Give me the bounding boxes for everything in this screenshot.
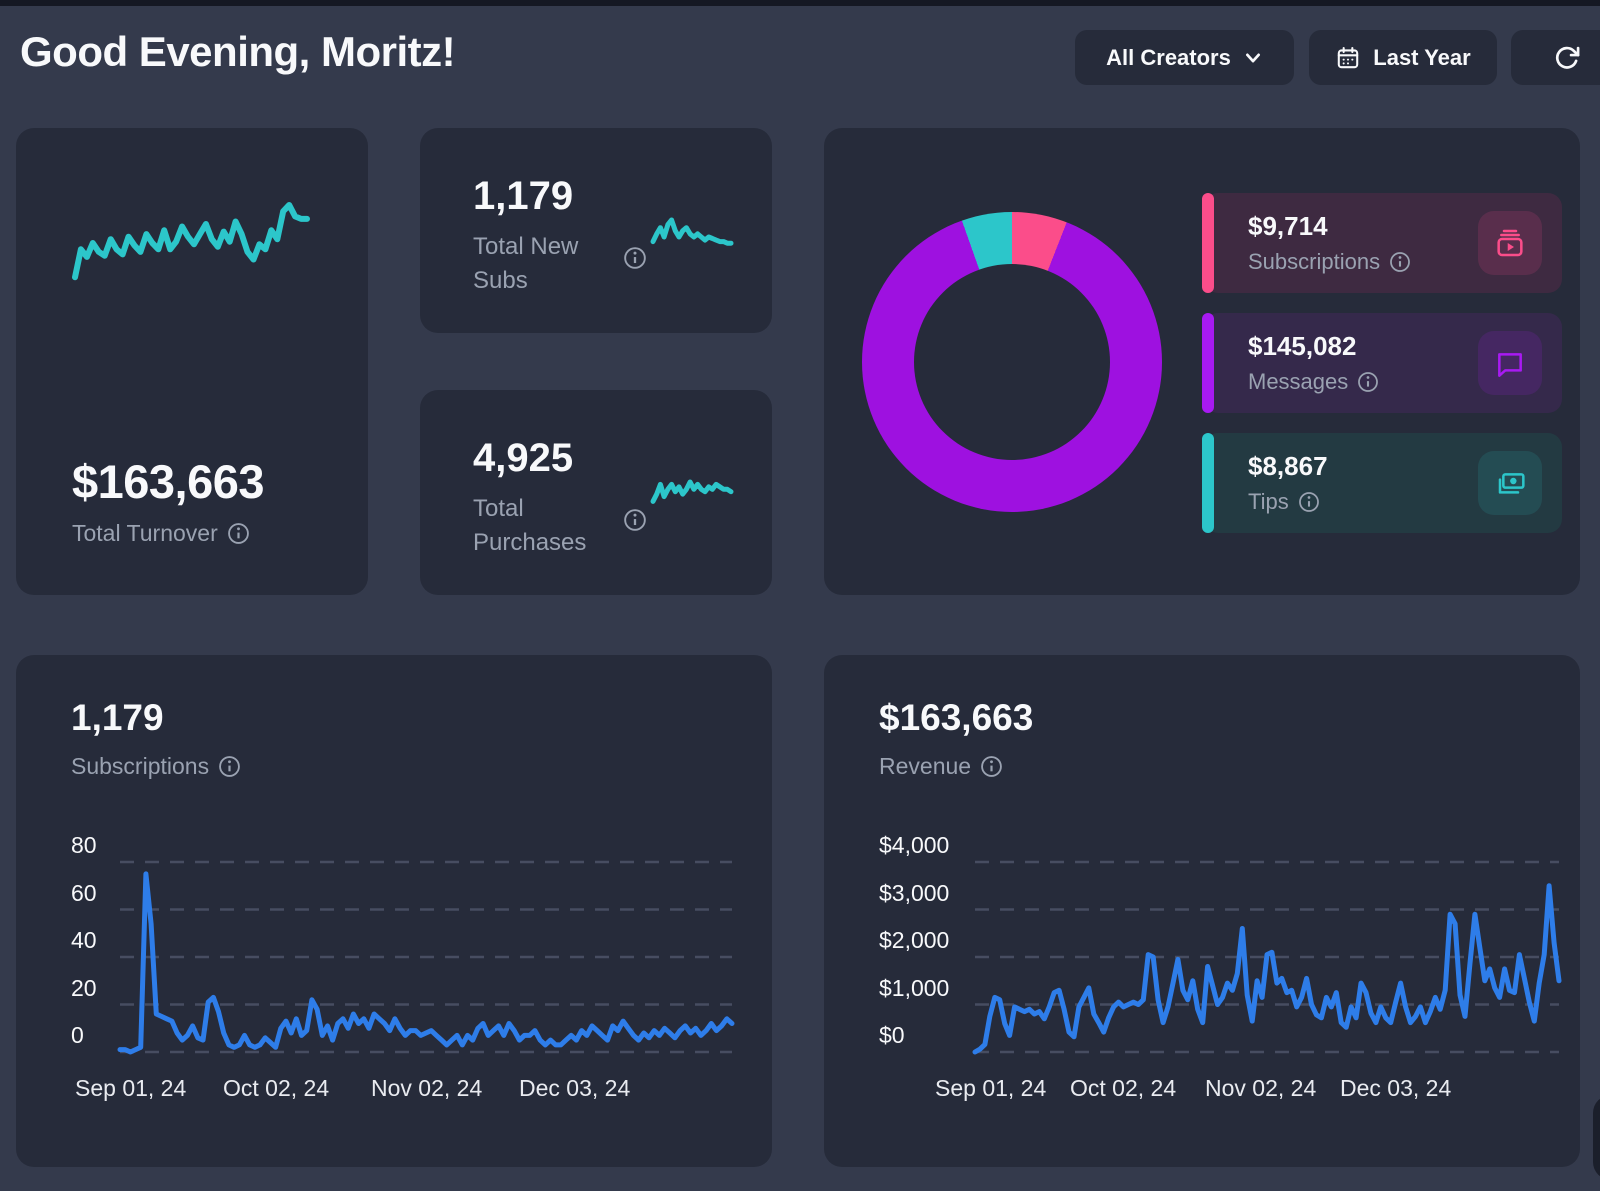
- x-tick: Sep 01, 24: [935, 1075, 1047, 1101]
- x-tick: Sep 01, 24: [75, 1075, 187, 1101]
- tips-icon-chip: [1478, 451, 1542, 515]
- floating-action-button[interactable]: [1593, 1095, 1600, 1180]
- legend-tips: $8,867 Tips: [1202, 433, 1562, 533]
- y-tick: 0: [71, 1022, 84, 1048]
- refresh-button[interactable]: [1511, 30, 1600, 85]
- calendar-icon: [1338, 46, 1359, 68]
- message-bubble-icon: [1498, 353, 1522, 377]
- subscriptions-amount: $9,714: [1248, 211, 1328, 241]
- x-tick: Oct 02, 24: [223, 1075, 330, 1101]
- turnover-sparkline: [72, 202, 310, 281]
- y-tick: 40: [71, 927, 97, 953]
- y-tick: $0: [879, 1022, 905, 1048]
- x-tick: Dec 03, 24: [519, 1075, 631, 1101]
- creators-filter-dropdown[interactable]: All Creators: [1075, 30, 1294, 85]
- page-title: Good Evening, Moritz!: [20, 28, 456, 75]
- total-turnover-value: $163,663: [72, 455, 265, 508]
- info-icon[interactable]: [623, 246, 647, 270]
- revenue-chart-card: $163,663 Revenue $4,000 $3,000 $2,000 $1,00…: [824, 655, 1580, 1167]
- revenue-chart-title: Revenue: [879, 753, 972, 779]
- subscriptions-line-chart[interactable]: [117, 860, 735, 1055]
- legend-subscriptions: $9,714 Subscriptions: [1202, 193, 1562, 293]
- total-new-subs-card: 1,179 Total New Subs: [420, 128, 772, 333]
- x-tick: Dec 03, 24: [1340, 1075, 1452, 1101]
- info-icon[interactable]: [980, 755, 1003, 778]
- cash-icon: [1498, 473, 1525, 494]
- legend-messages: $145,082 Messages: [1202, 313, 1562, 413]
- total-purchases-value: 4,925: [473, 436, 574, 480]
- total-new-subs-value: 1,179: [473, 174, 574, 218]
- info-icon[interactable]: [227, 522, 250, 545]
- y-tick: $4,000: [879, 832, 950, 858]
- y-tick: $2,000: [879, 927, 950, 953]
- y-tick: $1,000: [879, 974, 950, 1001]
- y-tick: 20: [71, 974, 97, 1001]
- new-subs-sparkline: [650, 217, 734, 246]
- y-tick: $3,000: [879, 879, 950, 906]
- x-tick: Nov 02, 24: [371, 1075, 483, 1101]
- y-tick: 60: [71, 879, 97, 906]
- total-purchases-card: 4,925 Total Purchases: [420, 390, 772, 595]
- subscriptions-chart-title: Subscriptions: [71, 753, 210, 779]
- subscriptions-icon: [1497, 229, 1523, 257]
- info-icon[interactable]: [1357, 371, 1379, 393]
- top-bar: [0, 0, 1600, 6]
- subscriptions-total: 1,179: [71, 697, 164, 738]
- messages-amount: $145,082: [1248, 331, 1357, 361]
- x-tick: Oct 02, 24: [1070, 1075, 1177, 1101]
- subscriptions-label: Subscriptions: [1248, 249, 1381, 274]
- total-turnover-label: Total Turnover: [72, 520, 218, 546]
- y-tick: 80: [71, 832, 97, 858]
- tips-label: Tips: [1248, 489, 1289, 514]
- purchases-sparkline: [650, 479, 734, 504]
- revenue-total: $163,663: [879, 697, 1034, 738]
- donut-hole: [914, 264, 1110, 460]
- revenue-donut-chart[interactable]: [862, 212, 1162, 512]
- total-purchases-label: Total Purchases: [473, 495, 587, 556]
- info-icon[interactable]: [218, 755, 241, 778]
- messages-label: Messages: [1248, 369, 1349, 394]
- total-turnover-card: $163,663 Total Turnover: [16, 128, 368, 595]
- info-icon[interactable]: [623, 508, 647, 532]
- chevron-down-icon: [1245, 53, 1260, 62]
- subscriptions-chart-card: 1,179 Subscriptions 80 60 40 20 0 Sep 01, 24…: [16, 655, 772, 1167]
- info-icon[interactable]: [1298, 491, 1320, 513]
- tips-amount: $8,867: [1248, 451, 1328, 481]
- refresh-icon: [1555, 46, 1580, 69]
- total-new-subs-label: Total New Subs: [473, 233, 579, 294]
- revenue-breakdown-card: $9,714 Subscriptions $145,082 Messages: [824, 128, 1580, 595]
- x-tick: Nov 02, 24: [1205, 1075, 1317, 1101]
- revenue-line-chart[interactable]: [972, 860, 1562, 1055]
- info-icon[interactable]: [1389, 251, 1411, 273]
- messages-icon-chip: [1478, 331, 1542, 395]
- subscriptions-icon-chip: [1478, 211, 1542, 275]
- date-range-button[interactable]: Last Year: [1309, 30, 1497, 85]
